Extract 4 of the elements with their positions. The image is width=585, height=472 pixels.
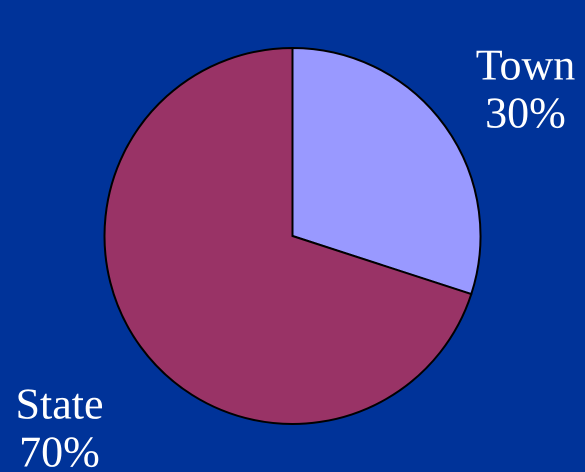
slice-label: Town [476, 40, 576, 90]
data-label: 30% [485, 88, 566, 138]
slice-label: State [16, 379, 104, 428]
data-label: 70% [19, 427, 100, 472]
